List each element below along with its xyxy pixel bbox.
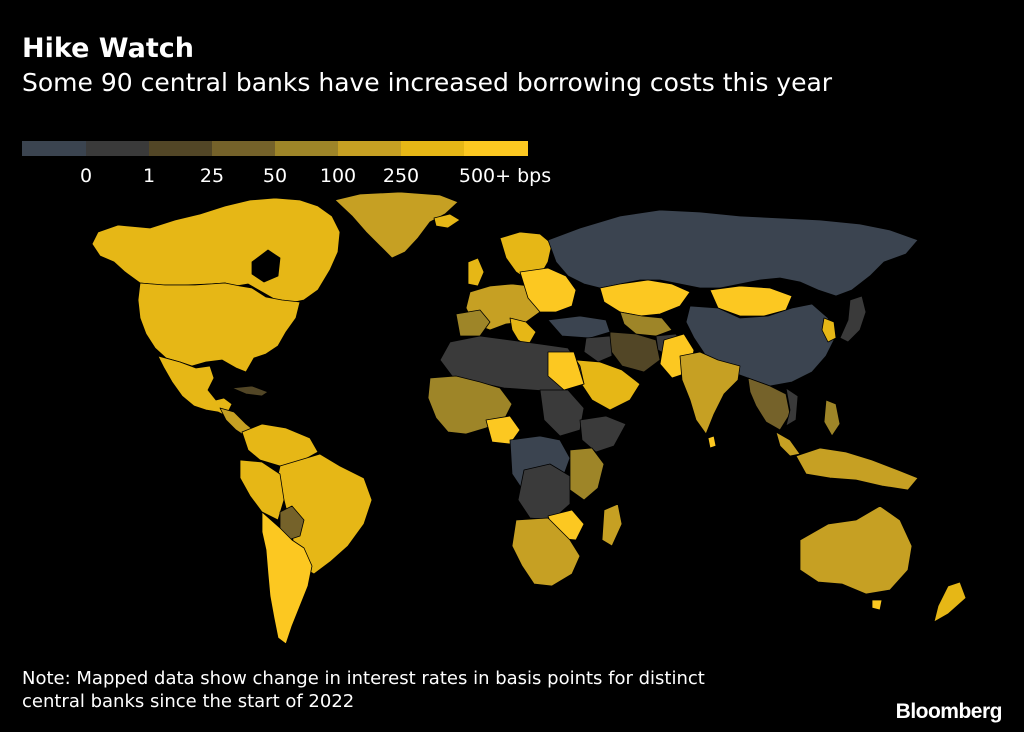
japan-shape xyxy=(839,295,867,343)
vietnam-shape xyxy=(785,387,799,427)
southern-africa-shape xyxy=(511,517,581,587)
central-asia-shape xyxy=(619,311,673,337)
hudson-bay-water xyxy=(251,249,281,283)
legend-label-25: 25 xyxy=(199,165,225,187)
legend-swatch-1 xyxy=(149,141,212,156)
iberia-shape xyxy=(455,309,491,337)
iraq-syria-shape xyxy=(583,335,613,363)
chart-title: Hike Watch xyxy=(22,33,194,64)
new-zealand-shape xyxy=(933,581,967,623)
caribbean-shape xyxy=(231,385,269,397)
australia-shape xyxy=(799,505,913,595)
legend-color-bar xyxy=(22,141,528,156)
country-shapes xyxy=(91,191,967,645)
egypt-shape xyxy=(547,351,585,391)
kazakhstan-shape xyxy=(599,279,691,317)
tasmania-shape xyxy=(871,599,883,611)
legend-swatch-0 xyxy=(86,141,149,156)
legend-swatch-100 xyxy=(338,141,401,156)
sudan-shape xyxy=(539,389,585,437)
uk-ireland-shape xyxy=(467,257,485,287)
mexico-shape xyxy=(157,355,233,417)
east-africa-shape xyxy=(569,447,605,501)
nigeria-shape xyxy=(485,415,521,445)
philippines-shape xyxy=(823,399,841,437)
legend-swatch-50 xyxy=(275,141,338,156)
legend-label-0: 0 xyxy=(79,165,93,187)
mainland-se-asia-shape xyxy=(747,377,791,431)
world-map xyxy=(91,191,967,645)
ethiopia-horn-shape xyxy=(579,415,627,453)
chile-argentina-shape xyxy=(261,511,313,645)
turkey-shape xyxy=(547,315,611,339)
madagascar-shape xyxy=(601,503,623,547)
malaysia-shape xyxy=(775,431,801,457)
legend-label-500-plus: 500+ bps xyxy=(458,165,552,187)
footnote-line-2: central banks since the start of 2022 xyxy=(22,691,355,712)
chart-subtitle: Some 90 central banks have increased bor… xyxy=(22,68,833,97)
bloomberg-logo: Bloomberg xyxy=(895,700,1003,723)
legend-label-50: 50 xyxy=(262,165,288,187)
drc-shape xyxy=(517,463,571,521)
legend-label-250: 250 xyxy=(382,165,420,187)
arabia-shape xyxy=(575,359,641,411)
iceland-shape xyxy=(433,213,461,229)
iran-shape xyxy=(609,331,661,373)
indonesia-shape xyxy=(795,447,919,491)
legend-swatch-no-change xyxy=(22,141,86,156)
sri-lanka-shape xyxy=(707,435,717,449)
korea-shape xyxy=(821,317,837,343)
legend-swatch-250 xyxy=(401,141,464,156)
russia-shape xyxy=(547,209,919,297)
legend-swatch-500-plus xyxy=(464,141,528,156)
greenland-shape xyxy=(334,191,459,259)
footnote-line-1: Note: Mapped data show change in interes… xyxy=(22,668,705,689)
india-shape xyxy=(679,351,741,435)
peru-shape xyxy=(239,459,285,521)
legend-label-100: 100 xyxy=(319,165,357,187)
legend-label-1: 1 xyxy=(142,165,156,187)
usa-shape xyxy=(137,282,301,373)
legend-swatch-25 xyxy=(212,141,275,156)
eastern-europe-shape xyxy=(519,267,577,313)
